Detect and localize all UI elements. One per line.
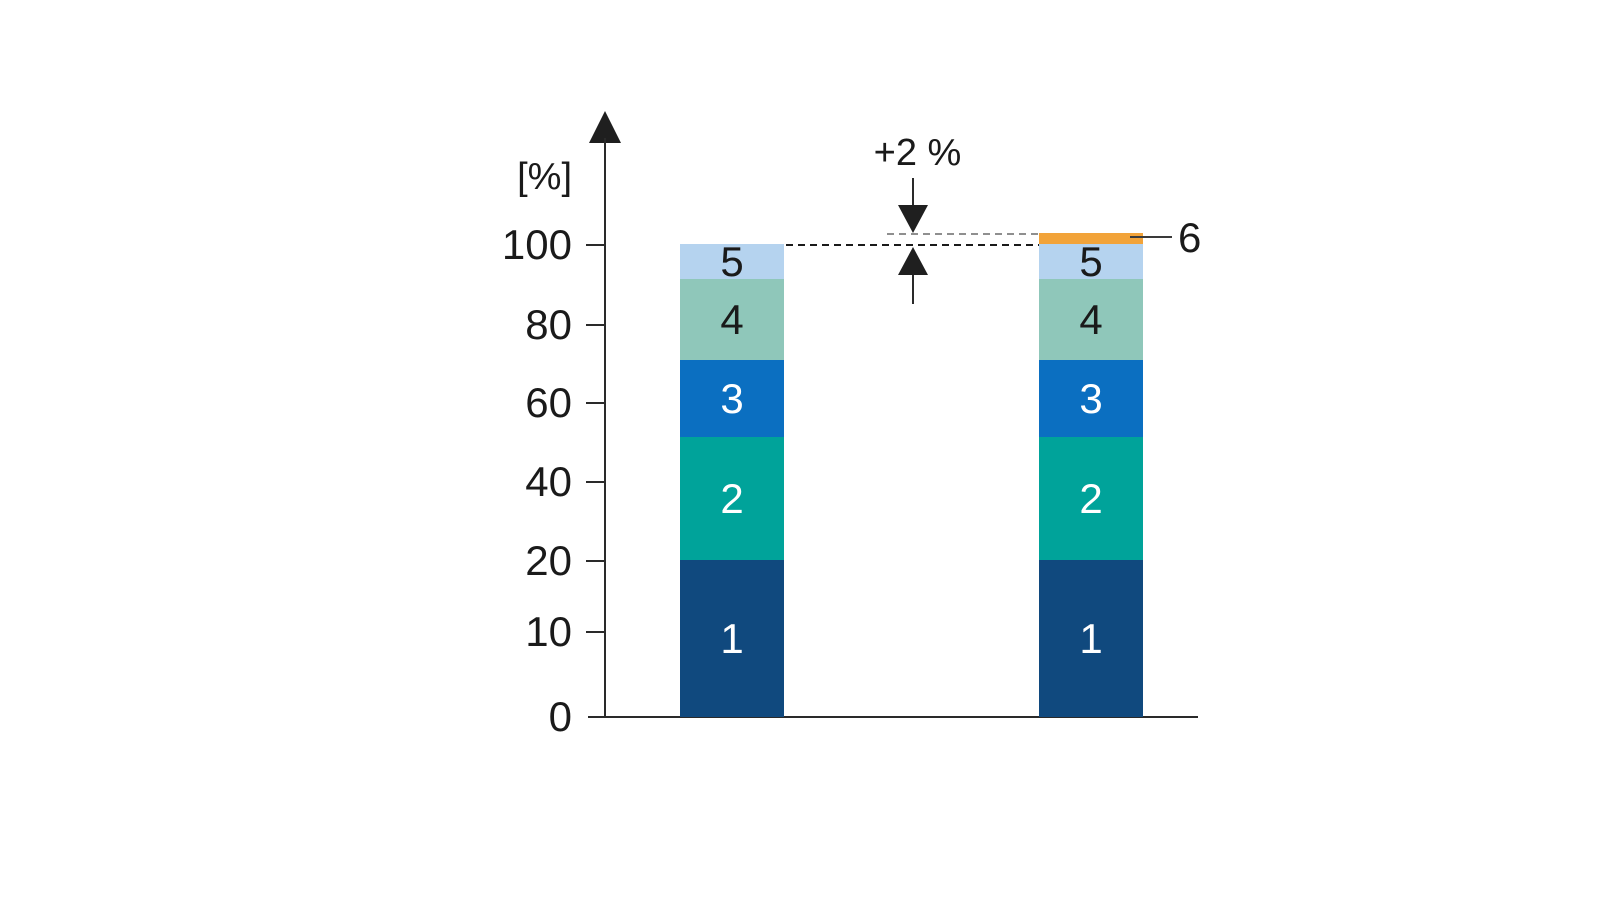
left-bar-segment-4: 4 [680, 279, 784, 360]
delta-arrow-lower-stem [912, 275, 914, 304]
delta-arrow-upper-stem [912, 178, 914, 207]
segment-6-label: 6 [1178, 214, 1202, 261]
right-bar-segment-5: 5 [1039, 240, 1143, 282]
y-axis-unit-label: [%] [517, 156, 572, 198]
right-bar-segment-1: 1 [1039, 560, 1143, 717]
right-bar-segment-3: 3 [1039, 360, 1143, 437]
y-tick-label-100: 100 [501, 221, 572, 268]
delta-annotation-label: +2 % [873, 132, 962, 174]
y-tick-label-60: 60 [525, 379, 572, 426]
y-tick-mark-10 [586, 631, 604, 633]
left-bar-segment-3: 3 [680, 360, 784, 437]
y-axis-arrow-icon [589, 111, 621, 143]
right-bar-segment-6 [1039, 233, 1143, 245]
dashed-line-102-percent [887, 233, 1039, 235]
y-tick-mark-100 [586, 244, 604, 246]
left-bar-segment-2: 2 [680, 437, 784, 560]
left-bar-segment-1: 1 [680, 560, 784, 717]
y-tick-mark-20 [586, 560, 604, 562]
y-tick-mark-40 [586, 481, 604, 483]
y-tick-label-20: 20 [525, 537, 572, 584]
x-axis-baseline [588, 716, 1198, 718]
arrow-down-icon [898, 205, 928, 233]
right-bar-segment-2: 2 [1039, 437, 1143, 560]
arrow-up-icon [898, 247, 928, 275]
y-tick-label-0: 0 [548, 693, 572, 740]
y-axis-line [604, 138, 606, 718]
y-tick-label-40: 40 [525, 458, 572, 505]
dashed-line-100-percent [786, 244, 1039, 246]
y-tick-label-80: 80 [525, 301, 572, 348]
segment-6-leader-line [1130, 236, 1172, 238]
right-bar-segment-4: 4 [1039, 279, 1143, 360]
y-tick-mark-60 [586, 402, 604, 404]
left-bar-segment-5: 5 [680, 240, 784, 282]
y-tick-label-10: 10 [525, 608, 572, 655]
y-tick-mark-80 [586, 324, 604, 326]
